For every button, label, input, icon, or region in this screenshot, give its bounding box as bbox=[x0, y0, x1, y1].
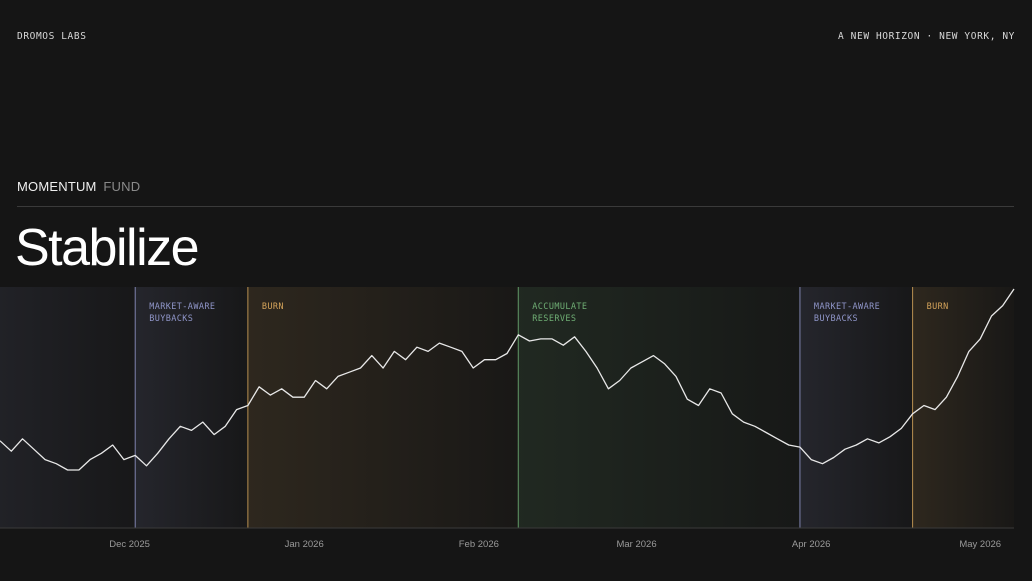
x-tick-label: Jan 2026 bbox=[285, 539, 324, 550]
x-axis: Dec 2025 Jan 2026 Feb 2026 Mar 2026 Apr 2026… bbox=[0, 527, 1014, 550]
momentum-line-chart: MARKET-AWARE BUYBACKS BURN ACCUMULATE RESERV… bbox=[0, 287, 1015, 550]
x-tick-label: Feb 2026 bbox=[459, 539, 499, 550]
region-fill bbox=[518, 287, 800, 528]
region-label: ACCUMULATE bbox=[532, 302, 587, 312]
fund-title: MOMENTUM FUND bbox=[17, 179, 140, 194]
region-fill bbox=[135, 287, 248, 528]
x-tick-label: Dec 2025 bbox=[109, 539, 150, 550]
region-label: BUYBACKS bbox=[149, 314, 193, 324]
x-tick-label: Apr 2026 bbox=[792, 539, 831, 550]
region-fill bbox=[247, 287, 519, 528]
series-line bbox=[0, 288, 1015, 471]
regions-layer: MARKET-AWARE BUYBACKS BURN ACCUMULATE RESERV… bbox=[0, 287, 1014, 528]
divider bbox=[17, 206, 1014, 207]
region-label: RESERVES bbox=[532, 314, 576, 324]
page-title: Stabilize bbox=[15, 219, 200, 277]
region-label: BURN bbox=[262, 302, 284, 312]
brand-name: DROMOS LABS bbox=[17, 31, 87, 42]
region-label: MARKET-AWARE bbox=[814, 302, 880, 312]
x-tick-label: May 2026 bbox=[959, 539, 1001, 550]
region-label: MARKET-AWARE bbox=[149, 302, 215, 312]
fund-name-primary: MOMENTUM bbox=[17, 179, 97, 194]
x-tick-label: Mar 2026 bbox=[616, 539, 656, 550]
region-label: BURN bbox=[927, 302, 949, 312]
region-label: BUYBACKS bbox=[814, 314, 858, 324]
header-tagline: A NEW HORIZON · NEW YORK, NY bbox=[838, 31, 1015, 42]
fund-name-secondary: FUND bbox=[103, 179, 141, 194]
region-fill bbox=[799, 287, 913, 528]
line-layer bbox=[0, 288, 1015, 471]
region-fill-lead bbox=[0, 287, 136, 528]
